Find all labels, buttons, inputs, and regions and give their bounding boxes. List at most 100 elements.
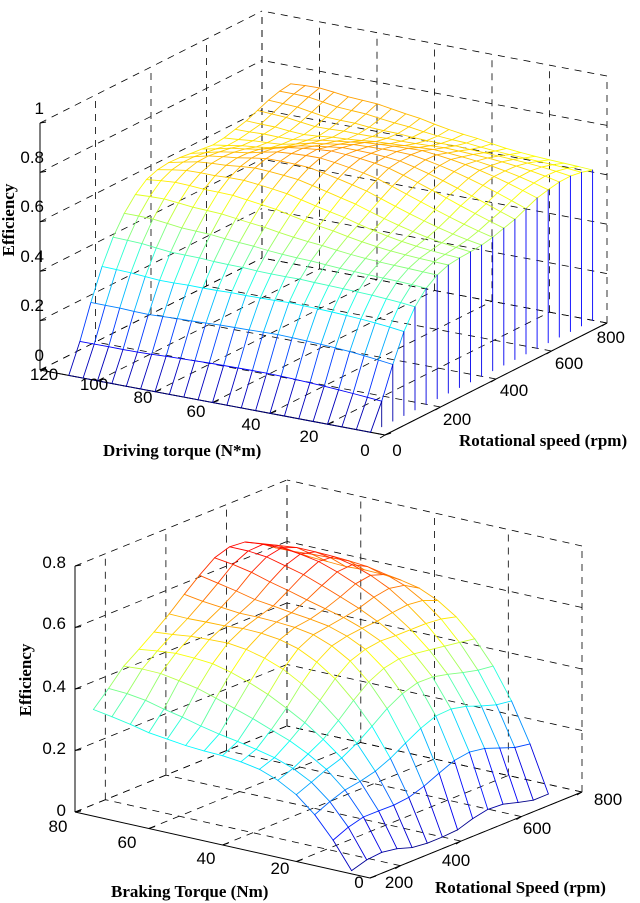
surface-line (227, 264, 243, 268)
surface-line (208, 362, 225, 366)
surface-line (141, 218, 154, 245)
surface-line (477, 138, 493, 145)
surface-line (547, 181, 560, 191)
surface-line (412, 220, 425, 233)
x-tick-label: 0 (392, 441, 401, 460)
surface-line (414, 287, 427, 308)
surface-line (173, 282, 189, 286)
surface-line (397, 133, 413, 138)
surface-line (422, 271, 438, 276)
surface-line (108, 346, 124, 350)
surface-line (279, 90, 295, 95)
surface-line (453, 751, 470, 761)
surface-line (289, 740, 309, 755)
surface-line (205, 621, 225, 627)
surface-line (342, 271, 355, 290)
surface-line (202, 600, 222, 608)
surface-line (426, 140, 442, 144)
surface-line (204, 148, 217, 154)
grid-line (165, 774, 461, 842)
surface-line (228, 177, 245, 181)
surface-line (266, 372, 282, 377)
surface-line (79, 340, 95, 345)
surface-line (360, 136, 373, 141)
surface-line (364, 648, 385, 669)
surface-line (466, 138, 479, 144)
z-tick-label: 0.6 (42, 614, 66, 633)
surface-line (147, 279, 161, 315)
surface-line (357, 133, 373, 137)
surface-line (292, 134, 305, 141)
surface-line (398, 224, 414, 233)
surface-line (523, 157, 539, 162)
surface-line (267, 231, 280, 251)
surface-line (259, 273, 272, 299)
z-tick-mark (39, 220, 47, 223)
surface-line (425, 618, 442, 625)
surface-line (266, 556, 286, 567)
surface-line (263, 126, 276, 135)
surface-line (435, 708, 452, 717)
surface-line (294, 626, 314, 636)
surface-line (438, 216, 451, 229)
surface-line (268, 160, 281, 172)
surface-line (243, 167, 256, 181)
surface-line (312, 634, 333, 647)
surface-line (262, 543, 283, 549)
surface-line (302, 145, 315, 149)
y-tick-label: 40 (242, 415, 261, 434)
y-tick-mark (269, 410, 277, 414)
surface-line (298, 418, 314, 422)
surface-line (336, 564, 353, 573)
surface-line (334, 314, 347, 349)
surface-line (152, 198, 165, 220)
surface-line (277, 130, 290, 138)
surface-line (240, 165, 256, 169)
surface-line (376, 103, 392, 110)
surface-line (385, 298, 402, 304)
surface-line (552, 162, 565, 166)
surface-line (437, 135, 453, 141)
surface-line (257, 616, 277, 623)
surface-line (436, 152, 449, 156)
surface-line (277, 334, 293, 339)
surface-line (223, 365, 239, 369)
surface-line (358, 211, 371, 225)
surface-line (227, 628, 244, 644)
surface-line (323, 162, 336, 174)
x-tick-mark (576, 791, 583, 796)
z-tick-mark (39, 121, 47, 124)
surface-line (370, 152, 386, 158)
surface-line (267, 250, 283, 255)
surface-line (303, 561, 320, 576)
surface-line (431, 180, 444, 191)
surface-line (383, 205, 396, 220)
surface-line (406, 193, 422, 203)
surface-line (456, 187, 473, 197)
y-tick-mark (154, 389, 162, 393)
surface-line (246, 184, 259, 201)
surface-line (441, 233, 454, 244)
y-tick-label: 80 (134, 388, 153, 407)
surface-line (211, 162, 227, 166)
surface-line (119, 307, 135, 312)
grid-line (286, 664, 583, 731)
y-tick-mark (384, 432, 392, 436)
surface-line (144, 276, 161, 281)
surface-line (326, 768, 346, 791)
surface-line (421, 148, 434, 152)
surface-line (145, 699, 165, 710)
surface-line (234, 295, 247, 328)
surface-line (155, 247, 172, 253)
surface-line (383, 218, 400, 226)
surface-line (399, 154, 412, 162)
surface-line (415, 143, 431, 147)
surface-line (215, 697, 235, 709)
surface-line (115, 269, 132, 274)
surface-line (249, 682, 269, 695)
surface-line (569, 171, 582, 177)
surface-line (331, 311, 347, 316)
surface-line (309, 618, 329, 627)
surface-line (227, 642, 247, 650)
surface-line (330, 150, 347, 155)
